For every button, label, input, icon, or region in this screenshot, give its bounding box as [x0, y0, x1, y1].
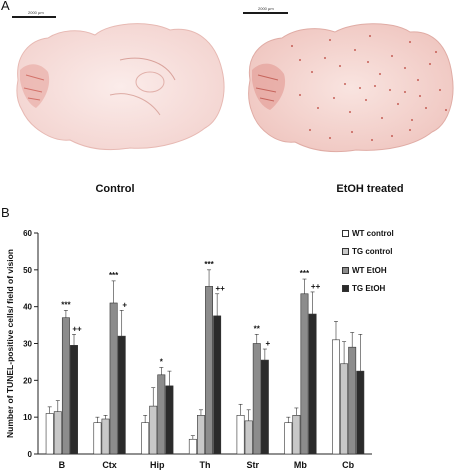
bar — [70, 345, 78, 455]
significance-marker: *** — [109, 271, 119, 280]
control-caption: Control — [95, 183, 135, 195]
y-tick-label: 30 — [23, 340, 32, 349]
bar — [61, 317, 70, 455]
bar — [101, 418, 110, 455]
legend-item: TG EtOH — [342, 280, 394, 299]
significance-marker: ++ — [215, 284, 225, 293]
legend-label: WT EtOH — [352, 265, 387, 275]
bar — [244, 420, 253, 455]
bar — [213, 315, 222, 455]
x-tick-label: Ctx — [102, 460, 117, 470]
chart-legend: WT control TG control WT EtOH TG EtOH — [342, 224, 394, 298]
legend-label: TG control — [352, 247, 393, 257]
legend-swatch — [342, 266, 349, 274]
panel-a-letter: A — [1, 0, 10, 13]
y-tick-label: 40 — [23, 303, 32, 312]
x-tick-label: B — [59, 460, 66, 470]
bar — [300, 293, 309, 455]
bar — [53, 411, 62, 455]
x-tick-label: Mb — [294, 460, 307, 470]
significance-marker: *** — [204, 260, 214, 269]
legend-swatch — [342, 248, 349, 256]
y-tick-label: 20 — [23, 376, 32, 385]
legend-swatch — [342, 229, 349, 237]
bar — [205, 286, 213, 455]
y-tick-label: 60 — [23, 229, 32, 238]
bar — [340, 363, 349, 455]
legend-swatch — [342, 285, 349, 293]
significance-marker: + — [266, 339, 271, 348]
bar — [45, 413, 54, 455]
bar — [149, 405, 158, 455]
x-tick-label: Hip — [150, 460, 165, 470]
bar — [348, 346, 357, 455]
scale-bar-left — [12, 16, 56, 18]
y-tick-label: 0 — [28, 450, 33, 459]
legend-item: TG control — [342, 243, 394, 262]
y-axis-label: Number of TUNEL-positive cells/ field of… — [5, 249, 15, 438]
bar — [356, 370, 365, 455]
significance-marker: ** — [254, 324, 261, 333]
significance-marker: *** — [300, 269, 310, 278]
bar — [117, 335, 126, 455]
bar — [197, 415, 205, 455]
bar — [157, 374, 166, 455]
y-tick-label: 50 — [23, 266, 32, 275]
significance-marker: *** — [61, 300, 71, 309]
bar — [165, 385, 174, 455]
bar — [332, 339, 340, 455]
legend-label: WT control — [352, 228, 394, 238]
x-tick-label: Str — [246, 460, 259, 470]
etoh-treated-caption: EtOH treated — [336, 183, 404, 195]
bar — [188, 438, 197, 455]
significance-marker: + — [122, 300, 127, 309]
x-tick-label: Th — [200, 460, 211, 470]
scale-label-right: 2000 μm — [258, 6, 274, 11]
significance-marker: ++ — [311, 282, 321, 291]
bar — [93, 422, 102, 455]
significance-marker: * — [160, 357, 164, 366]
scale-label-left: 2000 μm — [28, 10, 44, 15]
bar — [308, 313, 317, 455]
bar — [236, 415, 245, 455]
bar — [260, 359, 269, 455]
bar — [141, 422, 150, 455]
legend-item: WT EtOH — [342, 261, 394, 280]
tunel-bar-chart: 0 10 20 30 40 50 60 Number of TUNEL-positive ce… — [5, 229, 372, 470]
bar — [284, 422, 293, 455]
control-brain-section-image — [16, 23, 454, 153]
panel-b-letter: B — [1, 205, 10, 220]
significance-marker: ++ — [72, 324, 82, 333]
legend-label: TG EtOH — [352, 284, 386, 294]
bar — [252, 343, 261, 455]
scale-bar-right — [243, 12, 288, 14]
bar — [292, 415, 301, 455]
x-tick-label: Cb — [342, 460, 354, 470]
y-tick-label: 10 — [23, 413, 32, 422]
legend-item: WT control — [342, 224, 394, 243]
bar — [109, 302, 118, 455]
